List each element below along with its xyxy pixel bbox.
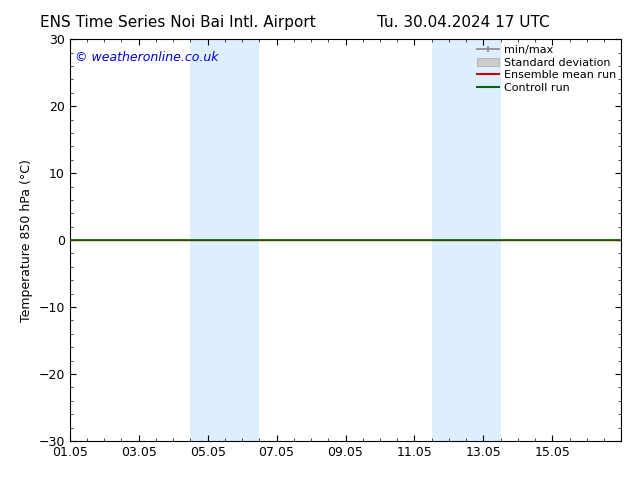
Text: Tu. 30.04.2024 17 UTC: Tu. 30.04.2024 17 UTC: [377, 15, 549, 30]
Text: © weatheronline.co.uk: © weatheronline.co.uk: [75, 51, 219, 64]
Bar: [432, 39, 501, 441]
Text: ENS Time Series Noi Bai Intl. Airport: ENS Time Series Noi Bai Intl. Airport: [40, 15, 315, 30]
Y-axis label: Temperature 850 hPa (°C): Temperature 850 hPa (°C): [20, 159, 33, 321]
Legend: min/max, Standard deviation, Ensemble mean run, Controll run: min/max, Standard deviation, Ensemble me…: [475, 43, 618, 96]
Bar: [190, 39, 259, 441]
